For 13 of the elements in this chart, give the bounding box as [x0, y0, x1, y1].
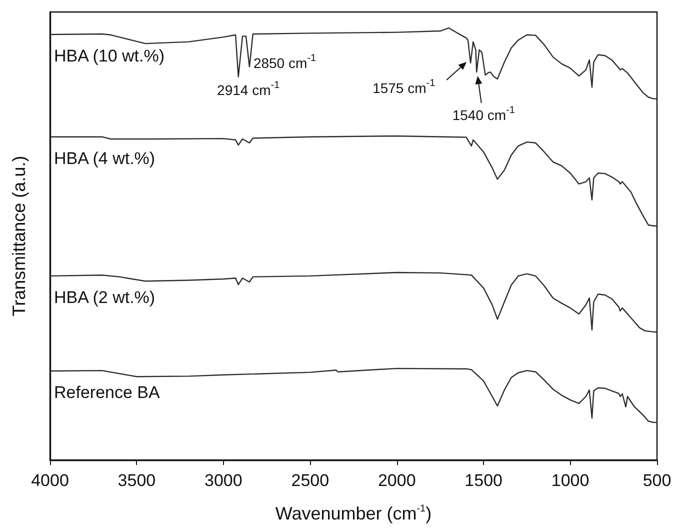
x-tick-label: 1500 [464, 471, 502, 490]
x-tick-label: 3000 [204, 471, 242, 490]
x-tick-label: 2500 [291, 471, 330, 490]
y-axis-title: Transmittance (a.u.) [9, 156, 29, 316]
series-label: HBA (2 wt.%) [54, 288, 156, 307]
x-tick-label: 4000 [31, 471, 69, 490]
x-tick-label: 3500 [118, 471, 156, 490]
series-label: HBA (10 wt.%) [54, 46, 165, 66]
series-label: Reference BA [54, 383, 160, 402]
x-tick-label: 2000 [378, 471, 416, 490]
series-label: HBA (4 wt.%) [54, 148, 156, 168]
x-tick-label: 500 [642, 471, 672, 490]
x-tick-label: 1000 [551, 471, 590, 490]
